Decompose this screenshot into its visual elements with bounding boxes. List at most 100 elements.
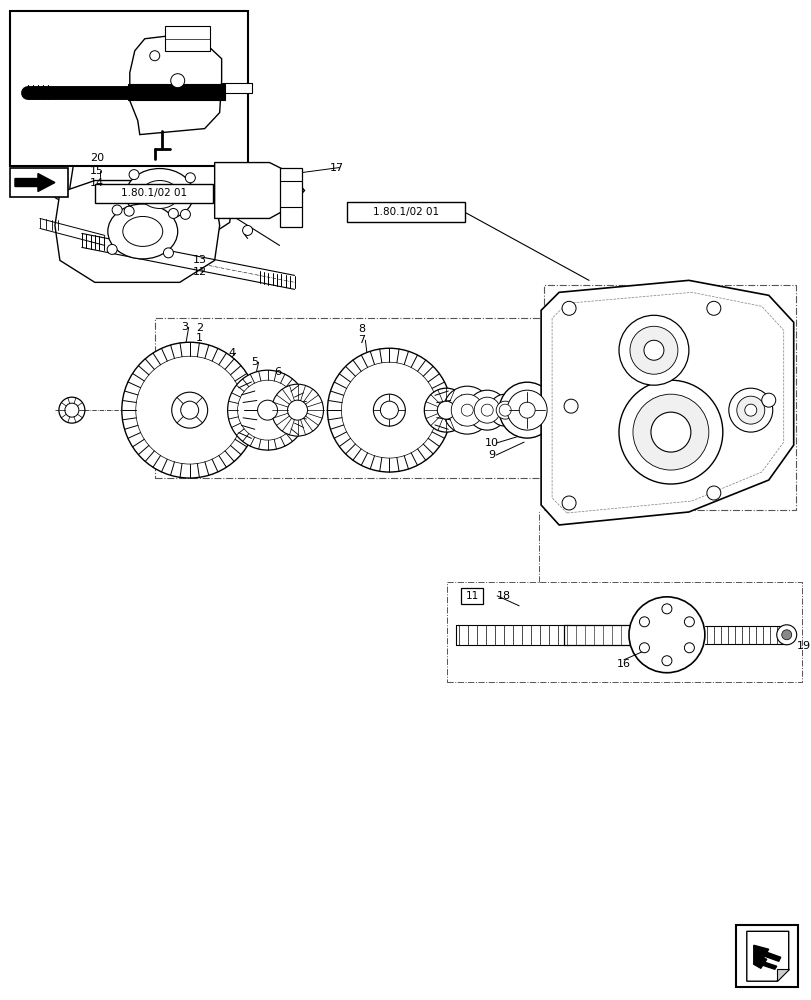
Polygon shape — [214, 163, 304, 218]
Text: 6: 6 — [273, 367, 281, 377]
Text: 9: 9 — [488, 450, 496, 460]
Circle shape — [437, 401, 455, 419]
Circle shape — [518, 402, 534, 418]
Bar — [10, 168, 68, 197]
Bar — [165, 26, 209, 51]
Circle shape — [629, 597, 704, 673]
Circle shape — [781, 630, 791, 640]
Circle shape — [706, 301, 720, 315]
Circle shape — [129, 170, 139, 180]
Circle shape — [227, 370, 307, 450]
Circle shape — [257, 400, 277, 420]
Bar — [95, 184, 212, 203]
Polygon shape — [746, 931, 787, 981]
Circle shape — [561, 301, 575, 315]
Text: 2: 2 — [196, 323, 203, 333]
Text: 12: 12 — [192, 267, 207, 277]
Circle shape — [451, 394, 483, 426]
Circle shape — [499, 404, 511, 416]
Circle shape — [618, 315, 688, 385]
Text: 15: 15 — [90, 166, 104, 176]
Bar — [221, 83, 251, 93]
Circle shape — [499, 382, 555, 438]
Circle shape — [507, 390, 547, 430]
Text: 1: 1 — [196, 333, 203, 343]
Text: 19: 19 — [796, 641, 810, 651]
Circle shape — [170, 74, 184, 88]
Circle shape — [122, 342, 257, 478]
Circle shape — [380, 401, 398, 419]
Circle shape — [171, 392, 208, 428]
Circle shape — [424, 388, 468, 432]
Text: 5: 5 — [251, 357, 258, 367]
Circle shape — [706, 486, 720, 500]
Circle shape — [618, 380, 722, 484]
Polygon shape — [753, 955, 776, 969]
Circle shape — [638, 617, 649, 627]
Circle shape — [638, 643, 649, 653]
Circle shape — [443, 386, 491, 434]
Text: 1.80.1/02 01: 1.80.1/02 01 — [373, 207, 439, 217]
Circle shape — [185, 173, 195, 183]
Circle shape — [684, 643, 693, 653]
Circle shape — [776, 625, 796, 645]
Circle shape — [633, 394, 708, 470]
Circle shape — [761, 393, 775, 407]
Circle shape — [287, 400, 307, 420]
Bar — [155, 318, 543, 478]
Text: 8: 8 — [358, 324, 364, 334]
Circle shape — [107, 244, 117, 254]
Circle shape — [163, 248, 174, 258]
Circle shape — [481, 404, 492, 416]
Text: 10: 10 — [485, 438, 499, 448]
Bar — [564, 625, 663, 645]
Text: 16: 16 — [616, 659, 630, 669]
Ellipse shape — [108, 204, 178, 259]
Bar — [543, 285, 795, 510]
Polygon shape — [15, 174, 55, 192]
Text: 13: 13 — [192, 255, 207, 265]
Circle shape — [124, 206, 134, 216]
Ellipse shape — [140, 181, 178, 208]
Circle shape — [474, 397, 500, 423]
Circle shape — [564, 399, 577, 413]
Text: 1.80.1/02 01: 1.80.1/02 01 — [121, 188, 187, 198]
Circle shape — [180, 209, 190, 219]
Polygon shape — [70, 143, 234, 245]
Circle shape — [168, 208, 178, 218]
Bar — [447, 582, 800, 682]
Circle shape — [373, 394, 405, 426]
Text: 14: 14 — [90, 178, 104, 188]
Text: 11: 11 — [465, 591, 478, 601]
Circle shape — [242, 225, 252, 235]
Circle shape — [327, 348, 451, 472]
Circle shape — [661, 656, 671, 666]
Circle shape — [181, 401, 199, 419]
Bar — [279, 168, 301, 227]
Circle shape — [271, 384, 323, 436]
Polygon shape — [540, 280, 792, 525]
Ellipse shape — [126, 169, 194, 220]
Text: 17: 17 — [329, 163, 343, 173]
Circle shape — [728, 388, 772, 432]
Text: 4: 4 — [228, 348, 235, 358]
Text: 3: 3 — [181, 322, 188, 332]
Polygon shape — [753, 945, 779, 961]
Text: 18: 18 — [496, 591, 511, 601]
Bar — [10, 11, 247, 166]
Circle shape — [744, 404, 756, 416]
Circle shape — [561, 496, 575, 510]
Circle shape — [135, 356, 243, 464]
Circle shape — [59, 397, 85, 423]
Circle shape — [112, 205, 122, 215]
Circle shape — [650, 412, 690, 452]
Text: 7: 7 — [358, 335, 364, 345]
Circle shape — [149, 51, 160, 61]
Circle shape — [65, 403, 79, 417]
Polygon shape — [55, 181, 219, 282]
Circle shape — [461, 404, 473, 416]
Circle shape — [496, 401, 513, 419]
Circle shape — [488, 394, 521, 426]
Polygon shape — [130, 36, 221, 135]
Circle shape — [238, 380, 297, 440]
